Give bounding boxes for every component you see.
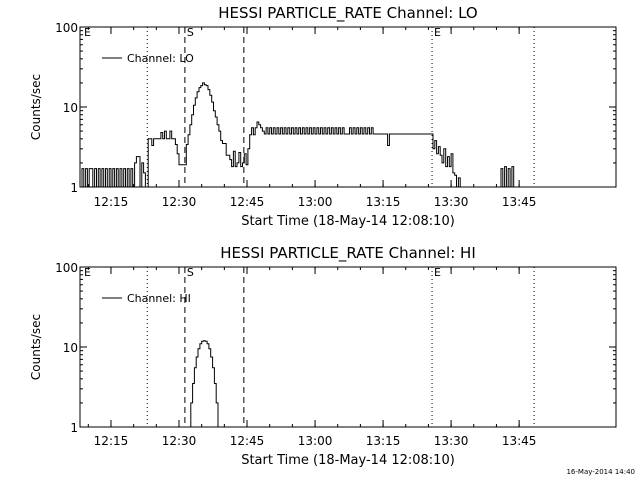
event-marker-label: E <box>434 26 441 39</box>
event-marker-label: E <box>434 266 441 279</box>
y-tick-label: 1 <box>70 421 78 435</box>
x-tick-label: 13:00 <box>298 195 333 209</box>
x-tick-label: 13:15 <box>366 434 401 448</box>
x-tick-label: 13:15 <box>366 195 401 209</box>
x-tick-label: 12:15 <box>94 434 129 448</box>
timestamp: 16-May-2014 14:40 <box>566 468 635 476</box>
series-line-channello <box>80 82 461 188</box>
series-line-channello <box>499 166 515 188</box>
y-axis-label: Counts/sec <box>29 74 43 140</box>
chart-panel-0: E S E 12:15 12:30 12:45 13:00 13:15 13:30 13:45 1 1… <box>29 4 617 229</box>
y-tick-label: 1 <box>70 181 78 195</box>
x-tick-label: 13:00 <box>298 434 333 448</box>
x-tick-label: 12:45 <box>230 434 265 448</box>
series-line-channelhi <box>189 340 219 428</box>
x-tick-label: 13:30 <box>434 195 469 209</box>
chart-title: HESSI PARTICLE_RATE Channel: LO <box>218 4 477 23</box>
event-marker-label: S <box>187 266 194 279</box>
y-tick-label: 100 <box>55 261 78 275</box>
chart-title: HESSI PARTICLE_RATE Channel: HI <box>220 244 476 263</box>
x-tick-label: 12:30 <box>162 434 197 448</box>
legend-label: Channel: HI <box>127 292 191 305</box>
chart-panel-1: E S E 12:15 12:30 12:45 13:00 13:15 13:30 13:45 1 1… <box>29 244 617 468</box>
x-tick-label: 12:45 <box>230 195 265 209</box>
y-tick-label: 10 <box>63 341 78 355</box>
plot-frame <box>79 26 617 188</box>
event-marker-label: S <box>187 26 194 39</box>
legend-label: Channel: LO <box>127 52 194 65</box>
y-tick-label: 10 <box>63 101 78 115</box>
x-tick-label: 12:15 <box>94 195 129 209</box>
plot-frame <box>79 266 617 428</box>
x-tick-label: 13:45 <box>502 434 537 448</box>
event-marker-label: E <box>84 26 91 39</box>
event-marker-label: E <box>84 266 91 279</box>
y-axis-label: Counts/sec <box>29 314 43 380</box>
x-tick-label: 13:45 <box>502 195 537 209</box>
x-tick-label: 12:30 <box>162 195 197 209</box>
x-axis-label: Start Time (18-May-14 12:08:10) <box>241 453 455 468</box>
x-axis-label: Start Time (18-May-14 12:08:10) <box>241 214 455 229</box>
x-tick-label: 13:30 <box>434 434 469 448</box>
y-tick-label: 100 <box>55 21 78 35</box>
